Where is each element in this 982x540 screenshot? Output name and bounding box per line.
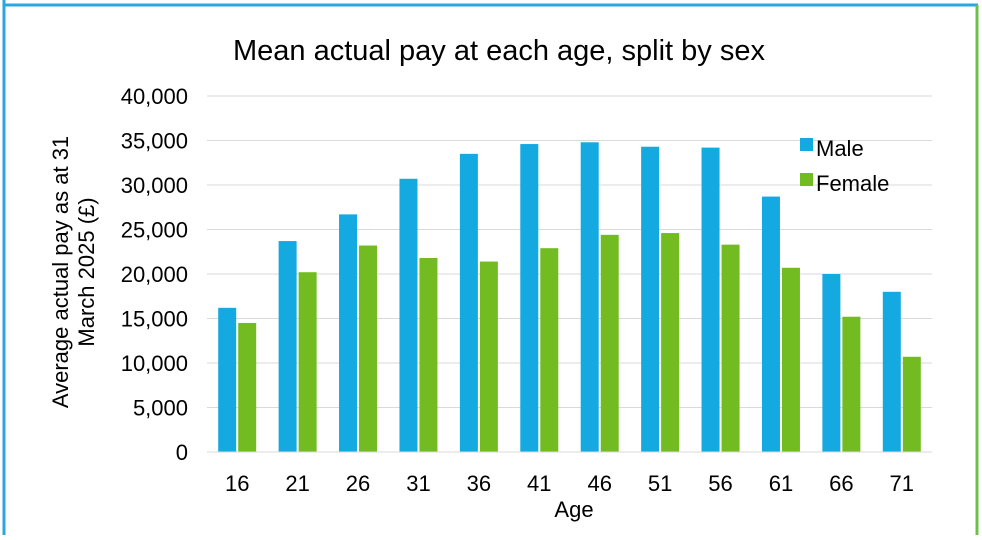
x-tick-label: 66 bbox=[829, 471, 853, 496]
bar-male-61 bbox=[761, 196, 780, 452]
x-tick-label: 36 bbox=[467, 471, 491, 496]
y-tick-label: 25,000 bbox=[121, 218, 188, 243]
legend-label-female: Female bbox=[816, 171, 889, 196]
bar-male-36 bbox=[459, 153, 478, 452]
y-tick-label: 5,000 bbox=[133, 396, 188, 421]
y-axis-label: Average actual pay as at 31 March 2025 (… bbox=[48, 136, 99, 408]
y-tick-label: 0 bbox=[176, 440, 188, 465]
bar-male-16 bbox=[218, 307, 237, 452]
x-tick-label: 56 bbox=[708, 471, 732, 496]
x-axis-ticks: 16 21 26 31 36 41 46 51 56 61 66 71 bbox=[225, 471, 914, 496]
x-tick-label: 21 bbox=[285, 471, 309, 496]
bar-female-71 bbox=[902, 356, 921, 452]
x-tick-label: 71 bbox=[890, 471, 914, 496]
bar-female-66 bbox=[842, 316, 861, 452]
bar-male-46 bbox=[580, 142, 599, 452]
x-axis-label: Age bbox=[554, 497, 593, 522]
legend-swatch-female bbox=[800, 173, 813, 186]
bar-male-21 bbox=[278, 241, 297, 452]
bars bbox=[218, 142, 921, 453]
bar-female-21 bbox=[298, 272, 317, 452]
bar-male-56 bbox=[701, 147, 720, 452]
bar-female-61 bbox=[781, 267, 800, 452]
legend: Male Female bbox=[800, 136, 889, 196]
x-tick-label: 46 bbox=[587, 471, 611, 496]
x-tick-label: 16 bbox=[225, 471, 249, 496]
legend-label-male: Male bbox=[816, 136, 864, 161]
bar-male-66 bbox=[822, 274, 841, 452]
x-tick-label: 51 bbox=[648, 471, 672, 496]
y-tick-label: 40,000 bbox=[121, 84, 188, 109]
bar-female-36 bbox=[479, 261, 498, 452]
y-axis-ticks: 0 5,000 10,000 15,000 20,000 25,000 30,000 35,0… bbox=[121, 84, 188, 465]
bar-male-26 bbox=[339, 214, 358, 452]
x-tick-label: 31 bbox=[406, 471, 430, 496]
bar-male-41 bbox=[520, 144, 539, 452]
x-tick-label: 41 bbox=[527, 471, 551, 496]
y-tick-label: 15,000 bbox=[121, 307, 188, 332]
bar-female-26 bbox=[359, 245, 378, 452]
bar-female-31 bbox=[419, 257, 438, 452]
bar-male-31 bbox=[399, 178, 418, 452]
bar-female-46 bbox=[600, 234, 619, 452]
bar-female-51 bbox=[661, 233, 680, 452]
y-axis-label-line2: March 2025 (£) bbox=[74, 197, 99, 346]
bar-female-56 bbox=[721, 244, 740, 452]
bar-female-41 bbox=[540, 248, 559, 452]
bar-female-16 bbox=[238, 322, 257, 452]
y-tick-label: 10,000 bbox=[121, 351, 188, 376]
bar-male-71 bbox=[882, 291, 901, 452]
legend-swatch-male bbox=[800, 138, 813, 151]
y-tick-label: 35,000 bbox=[121, 129, 188, 154]
y-tick-label: 30,000 bbox=[121, 173, 188, 198]
y-tick-label: 20,000 bbox=[121, 262, 188, 287]
x-tick-label: 61 bbox=[769, 471, 793, 496]
bar-male-51 bbox=[641, 146, 660, 453]
y-axis-label-line1: Average actual pay as at 31 bbox=[48, 136, 73, 408]
chart-title: Mean actual pay at each age, split by se… bbox=[233, 35, 765, 67]
x-tick-label: 26 bbox=[346, 471, 370, 496]
